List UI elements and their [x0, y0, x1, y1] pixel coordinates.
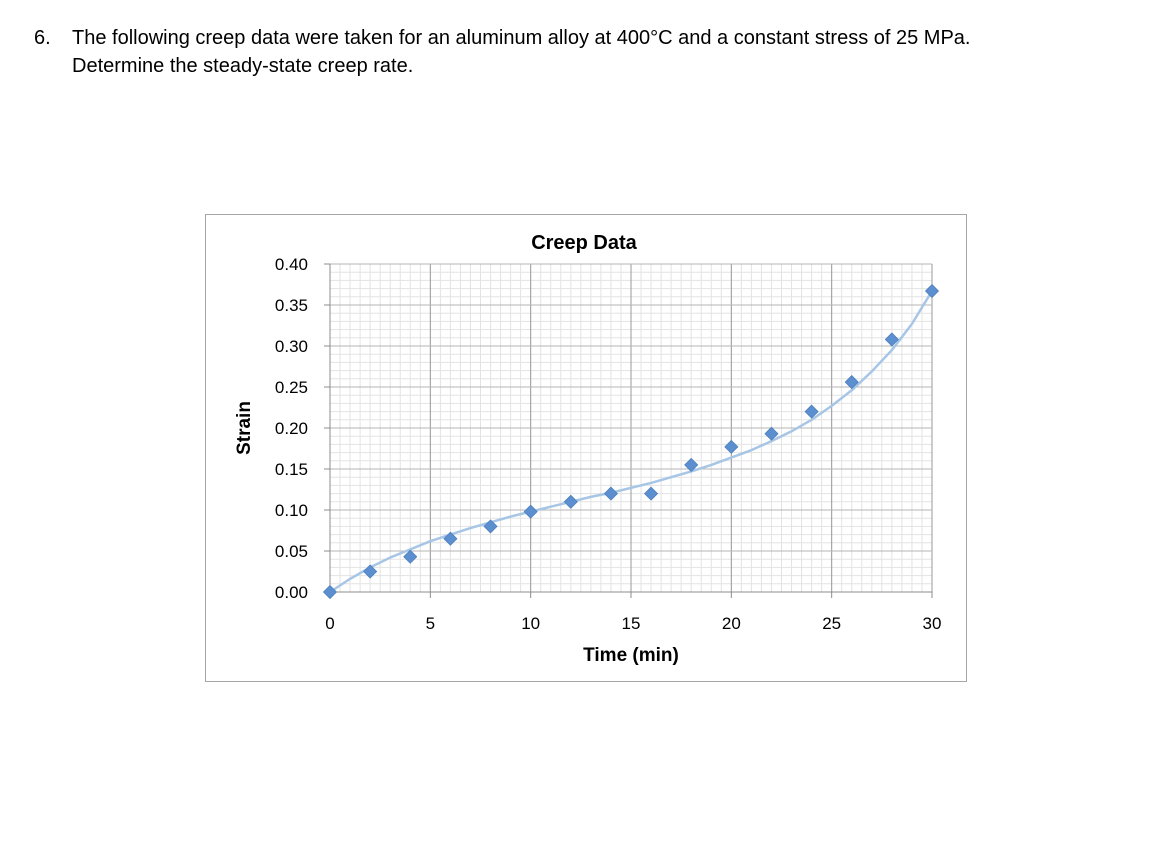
y-axis-label: Strain [234, 401, 255, 455]
x-axis-label: Time (min) [583, 645, 679, 666]
data-point [523, 504, 538, 519]
data-point [804, 404, 819, 419]
x-tick-label: 30 [923, 614, 942, 633]
data-point [884, 332, 899, 347]
data-points [322, 283, 940, 600]
data-point [764, 426, 779, 441]
data-point [844, 375, 859, 390]
data-point [603, 486, 618, 501]
y-tick-label: 0.35 [275, 296, 308, 315]
data-point [724, 439, 739, 454]
x-tick-label: 20 [722, 614, 741, 633]
question-line-1: The following creep data were taken for … [72, 27, 971, 49]
x-tick-label: 10 [521, 614, 540, 633]
question-line-2: Determine the steady-state creep rate. [72, 55, 414, 77]
data-point [644, 486, 659, 501]
question-number: 6. [34, 27, 51, 49]
y-tick-label: 0.05 [275, 542, 308, 561]
y-tick-labels: 0.00 0.05 0.10 0.15 0.20 0.25 0.30 0.35 0.40 [275, 255, 308, 602]
data-point [563, 494, 578, 509]
y-tick-label: 0.00 [275, 583, 308, 602]
data-point [684, 457, 699, 472]
trend-line [329, 290, 934, 594]
data-point [363, 564, 378, 579]
x-tick-label: 0 [325, 614, 334, 633]
data-point [322, 584, 338, 600]
chart-title: Creep Data [531, 232, 637, 254]
x-tick-labels: 0 5 10 15 20 25 30 [325, 614, 941, 633]
x-tick-label: 5 [426, 614, 435, 633]
question-text: The following creep data were taken for … [72, 24, 1132, 80]
x-tick-label: 25 [822, 614, 841, 633]
data-point [403, 549, 418, 564]
data-point [443, 531, 458, 546]
x-tick-label: 15 [622, 614, 641, 633]
y-tick-label: 0.20 [275, 419, 308, 438]
y-tick-label: 0.40 [275, 255, 308, 274]
y-tick-label: 0.25 [275, 378, 308, 397]
data-point [924, 283, 940, 299]
data-point [483, 519, 498, 534]
y-tick-label: 0.10 [275, 501, 308, 520]
y-tick-label: 0.15 [275, 460, 308, 479]
y-tick-label: 0.30 [275, 337, 308, 356]
axis-lines [324, 263, 933, 598]
chart-frame [205, 214, 967, 682]
